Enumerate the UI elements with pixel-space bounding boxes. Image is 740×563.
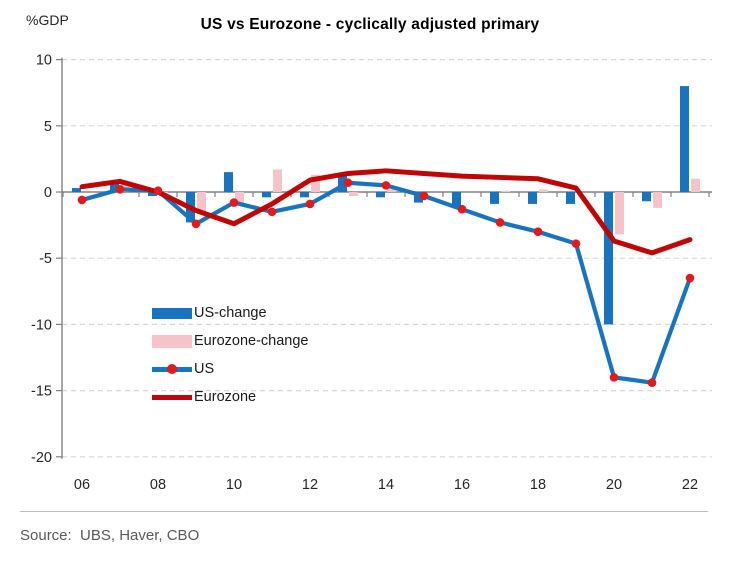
legend-label-eurozone: Eurozone (194, 389, 257, 405)
eurozone-line-swatch-icon (152, 394, 192, 400)
svg-text:12: 12 (302, 477, 318, 493)
svg-text:16: 16 (454, 477, 470, 493)
legend-item-eurozone: Eurozone (152, 383, 308, 411)
source-divider (20, 511, 708, 512)
svg-text:0: 0 (44, 185, 52, 201)
svg-text:06: 06 (74, 477, 90, 493)
svg-text:08: 08 (150, 477, 166, 493)
legend-label-us-change: US-change (194, 305, 267, 321)
eurozone-change-bar-swatch-icon (152, 334, 192, 348)
svg-text:-10: -10 (31, 317, 52, 333)
svg-text:20: 20 (606, 477, 622, 493)
svg-text:14: 14 (378, 477, 394, 493)
svg-text:5: 5 (44, 119, 52, 135)
legend-item-us: US (152, 355, 308, 383)
legend-label-eurozone-change: Eurozone-change (194, 333, 309, 349)
legend-item-eurozone-change: Eurozone-change (152, 327, 308, 355)
source-text: Source: UBS, Haver, CBO (20, 527, 200, 544)
svg-text:18: 18 (530, 477, 546, 493)
svg-text:22: 22 (682, 477, 698, 493)
chart-legend: US-change Eurozone-change US Eurozone (152, 299, 308, 411)
svg-text:-15: -15 (31, 384, 52, 400)
us-change-bar-swatch-icon (152, 307, 192, 319)
svg-text:10: 10 (36, 53, 52, 69)
svg-text:10: 10 (226, 477, 242, 493)
legend-label-us: US (194, 361, 215, 377)
svg-text:-20: -20 (31, 450, 52, 466)
y-axis-unit-label: %GDP (26, 12, 69, 28)
chart-plot-area: 10 5 0 -5 -10 -15 -20 06 08 10 12 14 16 18 20 22 (31, 53, 712, 493)
chart-title: US vs Eurozone - cyclically adjusted pri… (200, 16, 540, 33)
svg-text:-5: -5 (39, 251, 52, 267)
us-line-swatch-icon (152, 364, 192, 374)
legend-item-us-change: US-change (152, 299, 308, 327)
